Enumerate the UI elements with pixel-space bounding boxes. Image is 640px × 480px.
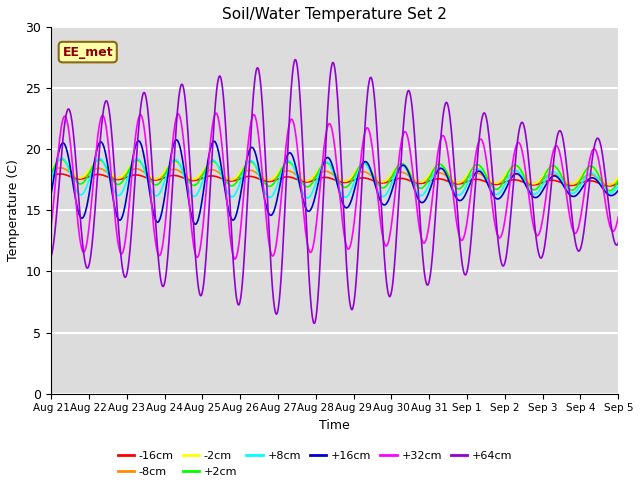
Text: EE_met: EE_met — [63, 46, 113, 59]
-2cm — [497, 178, 505, 183]
-8cm — [614, 177, 622, 183]
+8cm — [160, 180, 168, 186]
X-axis label: Time: Time — [319, 419, 350, 432]
Line: -8cm: -8cm — [51, 168, 618, 185]
-16cm — [497, 180, 505, 186]
-8cm — [174, 167, 182, 173]
+64cm — [47, 254, 55, 260]
+64cm — [548, 177, 556, 183]
+32cm — [498, 232, 506, 238]
-2cm — [423, 175, 431, 180]
+32cm — [231, 256, 239, 262]
Line: +64cm: +64cm — [51, 60, 618, 324]
+2cm — [174, 159, 182, 165]
+2cm — [160, 173, 168, 179]
-16cm — [547, 178, 555, 183]
Legend: -16cm, -8cm, -2cm, +2cm, +8cm, +16cm, +32cm, +64cm: -16cm, -8cm, -2cm, +2cm, +8cm, +16cm, +3… — [113, 447, 516, 480]
+32cm — [47, 224, 55, 230]
-16cm — [56, 171, 64, 177]
Line: +8cm: +8cm — [51, 158, 618, 198]
+32cm — [173, 112, 181, 118]
-8cm — [160, 172, 168, 178]
-8cm — [237, 172, 245, 178]
-16cm — [614, 180, 622, 186]
+8cm — [47, 177, 55, 183]
+2cm — [606, 188, 614, 193]
+16cm — [47, 192, 55, 197]
+64cm — [292, 57, 300, 62]
+2cm — [237, 171, 245, 177]
-16cm — [47, 173, 55, 179]
-2cm — [57, 157, 65, 163]
+64cm — [498, 261, 506, 266]
+16cm — [191, 221, 199, 227]
Y-axis label: Temperature (C): Temperature (C) — [7, 159, 20, 262]
-8cm — [47, 170, 55, 176]
+32cm — [237, 217, 245, 223]
+2cm — [497, 183, 505, 189]
+64cm — [310, 321, 318, 326]
Line: +32cm: +32cm — [51, 113, 618, 259]
+16cm — [237, 186, 245, 192]
-2cm — [174, 160, 182, 166]
+64cm — [159, 283, 167, 289]
-8cm — [423, 177, 431, 182]
+8cm — [498, 188, 506, 193]
+8cm — [237, 177, 245, 182]
+8cm — [548, 169, 556, 175]
+16cm — [424, 193, 431, 199]
-16cm — [237, 176, 245, 181]
-8cm — [547, 171, 555, 177]
+8cm — [614, 182, 622, 188]
+8cm — [58, 155, 65, 161]
-2cm — [606, 182, 614, 188]
-16cm — [605, 183, 613, 189]
-16cm — [160, 175, 168, 181]
-2cm — [614, 174, 622, 180]
+8cm — [174, 158, 182, 164]
+32cm — [548, 155, 556, 161]
-2cm — [547, 164, 555, 170]
+2cm — [423, 179, 431, 185]
+16cm — [174, 138, 182, 144]
-2cm — [160, 169, 168, 175]
+16cm — [548, 174, 556, 180]
Line: -16cm: -16cm — [51, 174, 618, 186]
-2cm — [47, 167, 55, 173]
-8cm — [605, 182, 613, 188]
+16cm — [159, 201, 167, 207]
+2cm — [58, 156, 65, 162]
Line: +16cm: +16cm — [51, 140, 618, 224]
-2cm — [237, 168, 245, 174]
+64cm — [614, 240, 622, 246]
Title: Soil/Water Temperature Set 2: Soil/Water Temperature Set 2 — [222, 7, 447, 22]
+16cm — [498, 193, 506, 199]
Line: +2cm: +2cm — [51, 159, 618, 191]
+2cm — [47, 170, 55, 176]
-16cm — [174, 173, 182, 179]
+2cm — [547, 163, 555, 169]
+16cm — [173, 137, 180, 143]
-16cm — [423, 179, 431, 185]
-8cm — [57, 165, 65, 171]
+64cm — [237, 295, 244, 301]
Line: -2cm: -2cm — [51, 160, 618, 185]
+32cm — [212, 110, 220, 116]
+8cm — [424, 185, 431, 191]
+8cm — [304, 195, 312, 201]
+32cm — [159, 237, 167, 242]
+2cm — [614, 178, 622, 183]
-8cm — [497, 179, 505, 184]
+32cm — [424, 231, 431, 237]
+64cm — [173, 111, 181, 117]
+16cm — [614, 188, 622, 193]
+64cm — [424, 282, 431, 288]
+32cm — [614, 214, 622, 220]
